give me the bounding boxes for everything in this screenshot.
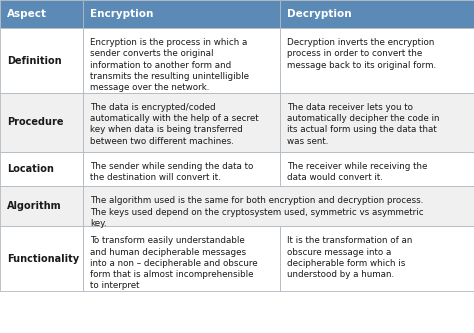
Bar (280, 152, 474, 186)
Bar (83, 0, 280, 28)
Text: Aspect: Aspect (7, 9, 47, 19)
Text: Encryption is the process in which a
sender converts the original
information to: Encryption is the process in which a sen… (90, 38, 249, 92)
Text: Functionality: Functionality (7, 254, 79, 264)
Bar (280, 93, 474, 152)
Text: The algorithm used is the same for both encryption and decryption process.
The k: The algorithm used is the same for both … (90, 196, 424, 228)
Text: The data receiver lets you to
automatically decipher the code in
its actual form: The data receiver lets you to automatica… (287, 103, 439, 146)
Text: The data is encrypted/coded
automatically with the help of a secret
key when dat: The data is encrypted/coded automaticall… (90, 103, 259, 146)
Text: Algorithm: Algorithm (7, 201, 62, 211)
Bar (280, 28, 474, 93)
Bar (83, 226, 280, 291)
Bar (280, 226, 474, 291)
Text: Encryption: Encryption (90, 9, 153, 19)
Text: The sender while sending the data to
the destination will convert it.: The sender while sending the data to the… (90, 162, 253, 181)
Text: To transform easily understandable
and human decipherable messages
into a non – : To transform easily understandable and h… (90, 236, 257, 290)
Bar (83, 152, 280, 186)
Text: The receiver while receiving the
data would convert it.: The receiver while receiving the data wo… (287, 162, 427, 181)
Bar (0, 152, 83, 186)
Bar (83, 93, 280, 152)
Bar (0, 226, 83, 291)
Bar (280, 0, 474, 28)
Text: Decryption: Decryption (287, 9, 351, 19)
Bar (0, 0, 83, 28)
Bar (0, 28, 83, 93)
Bar (83, 28, 280, 93)
Text: Procedure: Procedure (7, 117, 64, 128)
Text: It is the transformation of an
obscure message into a
decipherable form which is: It is the transformation of an obscure m… (287, 236, 412, 279)
Bar (0, 186, 83, 226)
Text: Definition: Definition (7, 56, 62, 66)
Text: Location: Location (7, 164, 54, 174)
Text: Decryption inverts the encryption
process in order to convert the
message back t: Decryption inverts the encryption proces… (287, 38, 436, 70)
Bar (0, 93, 83, 152)
Bar (83, 186, 474, 226)
